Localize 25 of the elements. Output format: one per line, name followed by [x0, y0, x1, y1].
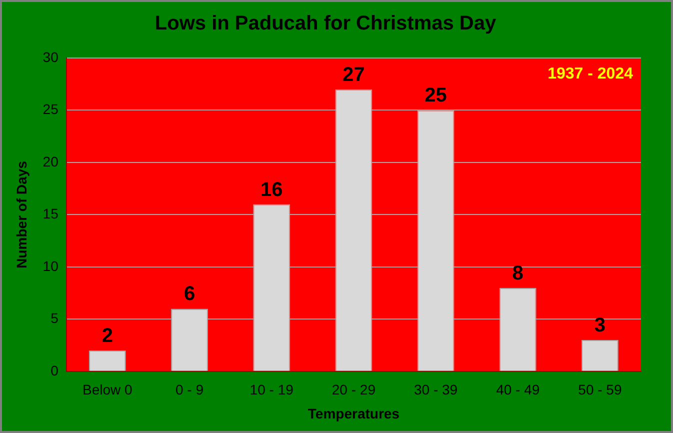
data-label: 3 — [594, 314, 606, 337]
x-tick-label: 40 - 49 — [496, 382, 540, 398]
data-label: 16 — [260, 178, 283, 201]
data-label: 2 — [102, 325, 113, 348]
y-tick-label: 0 — [50, 362, 59, 378]
x-tick-label: 30 - 39 — [414, 382, 458, 398]
data-label: 27 — [342, 64, 365, 86]
x-tick-label: Below 0 — [82, 382, 133, 398]
y-tick-label: 25 — [42, 101, 59, 118]
x-tick-label: 50 - 59 — [578, 382, 622, 398]
y-axis-title: Number of Days — [13, 160, 30, 268]
y-tick-label: 10 — [42, 258, 59, 274]
y-tick-label: 20 — [42, 153, 59, 170]
x-tick-label: 20 - 29 — [332, 382, 376, 398]
x-axis-title: Temperatures — [308, 405, 400, 422]
chart-title: Lows in Paducah for Christmas Day — [154, 12, 497, 35]
y-tick-label: 30 — [42, 48, 59, 65]
data-label: 8 — [512, 262, 524, 284]
y-tick-label: 5 — [50, 310, 59, 326]
x-tick-label: 10 - 19 — [250, 382, 294, 398]
annotation: 1937 - 2024 — [548, 65, 634, 82]
y-tick-label: 15 — [42, 206, 59, 222]
data-label: 25 — [424, 84, 447, 107]
data-label: 6 — [184, 283, 196, 306]
x-tick-label: 0 - 9 — [176, 382, 204, 398]
